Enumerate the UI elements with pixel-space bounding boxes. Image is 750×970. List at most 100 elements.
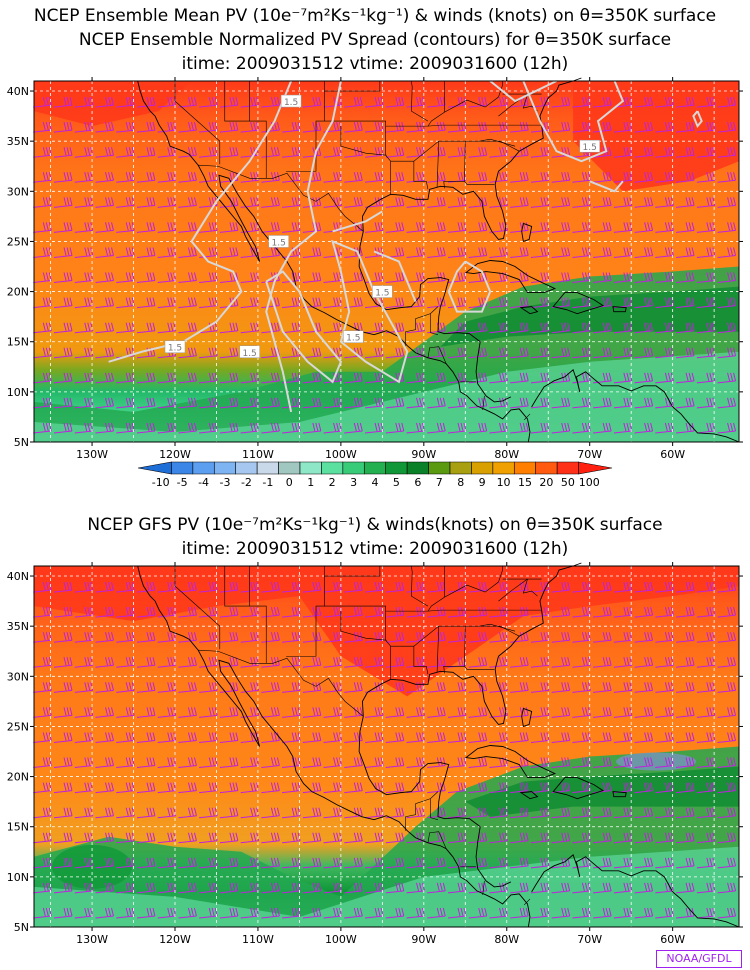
wind-barb xyxy=(365,757,384,769)
wind-barb xyxy=(240,122,260,133)
wind-barb xyxy=(282,732,301,743)
wind-barb xyxy=(53,322,73,334)
wind-barb xyxy=(157,322,177,334)
wind-barb xyxy=(510,657,529,668)
wind-barb xyxy=(178,607,197,618)
wind-barb xyxy=(572,907,591,919)
wind-barb xyxy=(593,857,612,869)
wind-barb xyxy=(240,857,260,869)
wind-barb xyxy=(468,682,488,693)
wind-barb xyxy=(365,297,384,309)
wind-barb xyxy=(95,197,114,208)
wind-barb xyxy=(302,732,322,743)
contour-label: 1.5 xyxy=(239,345,260,359)
wind-barb xyxy=(551,732,571,743)
wind-barb xyxy=(696,782,716,794)
map-frame-top xyxy=(33,80,740,443)
wind-barb xyxy=(717,122,737,133)
wind-barb xyxy=(261,96,280,108)
wind-barb xyxy=(655,707,674,718)
wind-barb xyxy=(572,272,591,284)
lon-label: 80W xyxy=(494,448,519,461)
wind-barb xyxy=(178,682,197,693)
wind-barb xyxy=(116,632,135,643)
border-line xyxy=(466,81,503,108)
wind-barb xyxy=(510,807,529,819)
wind-barb xyxy=(53,172,73,183)
wind-barb xyxy=(593,347,612,359)
wind-barb xyxy=(199,807,218,819)
wind-barb xyxy=(157,882,177,894)
wind-barb xyxy=(33,297,52,309)
wind-barb xyxy=(593,607,612,618)
wind-barb xyxy=(634,322,654,334)
wind-barb xyxy=(613,657,633,668)
wind-barb xyxy=(406,422,426,434)
wind-barb xyxy=(655,807,674,819)
border-line xyxy=(523,413,531,421)
wind-barb xyxy=(33,322,52,334)
wind-barb xyxy=(510,147,529,158)
wind-barb xyxy=(344,757,363,769)
wind-barb xyxy=(199,297,218,309)
wind-barb xyxy=(406,907,426,919)
wind-barb xyxy=(282,907,301,919)
wind-barb xyxy=(447,882,467,894)
wind-barb xyxy=(33,272,52,284)
top-title-line-3: itime: 2009031512 vtime: 2009031600 (12h… xyxy=(181,54,569,74)
colorbar-label: -5 xyxy=(177,476,188,489)
wind-barb xyxy=(696,632,716,643)
wind-barb xyxy=(136,757,156,769)
wind-barb xyxy=(593,372,612,384)
wind-barb xyxy=(385,297,405,309)
wind-barb xyxy=(261,422,280,434)
wind-barb xyxy=(53,96,73,108)
lat-label: 20N xyxy=(7,286,29,299)
wind-barb xyxy=(344,832,363,844)
wind-barb xyxy=(655,782,674,794)
colorbar-label: 20 xyxy=(539,476,553,489)
wind-barb xyxy=(199,172,218,183)
wind-barb xyxy=(510,172,529,183)
wind-barb xyxy=(219,657,239,668)
wind-barb xyxy=(613,147,633,158)
wind-barb xyxy=(240,807,260,819)
wind-barb xyxy=(344,882,363,894)
wind-barb xyxy=(489,832,508,844)
wind-barb xyxy=(489,732,508,743)
wind-barb xyxy=(178,197,197,208)
wind-barb xyxy=(717,322,737,334)
wind-barb xyxy=(385,372,405,384)
wind-barb xyxy=(136,882,156,894)
top-map-panel: 1.5 1.5 1.5 1.5 1.5 1.5 1.5 40N 35N 30N 25N 20N 15N 1… xyxy=(7,77,743,489)
wind-barb xyxy=(655,322,674,334)
wind-barb xyxy=(33,422,52,434)
wind-barb xyxy=(302,122,322,133)
wind-barb xyxy=(530,581,550,593)
wind-barb xyxy=(530,657,550,668)
wind-barb xyxy=(468,657,488,668)
wind-barb xyxy=(116,322,135,334)
island xyxy=(465,260,557,294)
wind-barb xyxy=(53,682,73,693)
lon-label: 110W xyxy=(242,933,274,946)
wind-barb xyxy=(510,907,529,919)
wind-barb xyxy=(510,122,529,133)
wind-barb xyxy=(33,882,52,894)
border-line xyxy=(498,578,528,602)
wind-barb xyxy=(613,807,633,819)
wind-barb xyxy=(178,422,197,434)
wind-barb xyxy=(344,607,363,618)
colorbar-label: 10 xyxy=(497,476,511,489)
wind-barb xyxy=(136,581,156,593)
wind-barb xyxy=(116,122,135,133)
wind-barb xyxy=(74,147,94,158)
wind-barb xyxy=(365,147,384,158)
wind-barb xyxy=(468,96,488,108)
wind-barb xyxy=(427,757,446,769)
wind-barb xyxy=(489,682,508,693)
wind-barb xyxy=(323,707,343,718)
wind-barb xyxy=(530,297,550,309)
wind-barb xyxy=(136,372,156,384)
border-line xyxy=(324,81,381,92)
